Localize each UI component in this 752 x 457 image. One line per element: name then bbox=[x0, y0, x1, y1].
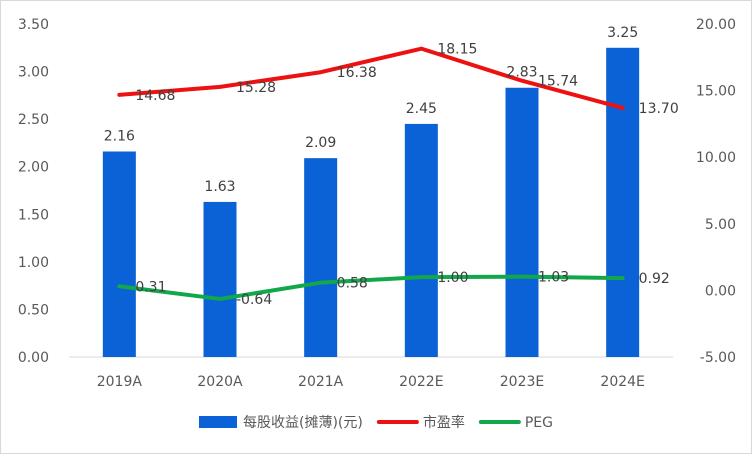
x-tick-label: 2022E bbox=[399, 374, 443, 390]
x-tick-label: 2024E bbox=[600, 374, 644, 390]
bar-data-label: 2.83 bbox=[506, 65, 537, 81]
line-data-label: 1.03 bbox=[538, 270, 569, 286]
y-right-tick-label: 5.00 bbox=[705, 217, 736, 233]
y-right-tick-label: 20.00 bbox=[696, 17, 736, 33]
legend-label: 市盈率 bbox=[423, 414, 465, 431]
y-left-tick-label: 0.00 bbox=[18, 350, 49, 366]
line-data-label: 15.74 bbox=[538, 74, 578, 90]
bar-series bbox=[102, 47, 640, 358]
legend-swatch bbox=[199, 416, 237, 428]
y-right-tick-label: 0.00 bbox=[705, 283, 736, 299]
bar-data-label: 1.63 bbox=[204, 179, 235, 195]
legend-item: 每股收益(摊薄)(元) bbox=[199, 415, 363, 431]
series-line bbox=[117, 274, 625, 301]
legend: 每股收益(摊薄)(元) 市盈率 PEG bbox=[199, 414, 553, 431]
bar bbox=[304, 158, 338, 357]
series-line bbox=[117, 46, 625, 110]
line-data-label: 13.70 bbox=[639, 101, 679, 117]
legend-label: PEG bbox=[525, 415, 553, 431]
bar bbox=[203, 201, 237, 357]
y-left-tick-label: 3.50 bbox=[18, 17, 49, 33]
x-tick-label: 2023E bbox=[500, 374, 544, 390]
bar-data-label: 2.45 bbox=[406, 101, 437, 117]
line-data-label: 0.92 bbox=[639, 271, 670, 287]
y-right-tick-label: 15.00 bbox=[696, 84, 736, 100]
line-data-label: -0.64 bbox=[236, 292, 272, 308]
bar bbox=[606, 47, 640, 358]
bar-data-label: 3.25 bbox=[607, 25, 638, 41]
y-right-tick-label: 10.00 bbox=[696, 150, 736, 166]
bar bbox=[404, 123, 438, 358]
y-left-tick-label: 2.00 bbox=[18, 160, 49, 176]
axes: 0.00 0.50 1.00 1.50 2.00 2.50 3.00 3.50 -5.00 0.0… bbox=[18, 17, 736, 390]
y-left-tick-label: 1.00 bbox=[18, 255, 49, 271]
line-data-label: 18.15 bbox=[437, 42, 477, 58]
x-tick-label: 2019A bbox=[97, 374, 143, 390]
y-left-tick-label: 0.50 bbox=[18, 302, 49, 318]
legend-item: 市盈率 bbox=[376, 414, 465, 431]
y-left-tick-label: 1.50 bbox=[18, 207, 49, 223]
line-data-label: 16.38 bbox=[337, 65, 377, 81]
line-data-label: 0.31 bbox=[135, 279, 166, 295]
legend-item: PEG bbox=[478, 415, 553, 431]
y-left-tick-label: 2.50 bbox=[18, 112, 49, 128]
line-series bbox=[117, 46, 625, 301]
line-data-label: 14.68 bbox=[135, 88, 175, 104]
bar-data-label: 2.16 bbox=[104, 128, 135, 144]
x-tick-label: 2021A bbox=[298, 374, 344, 390]
x-tick-label: 2020A bbox=[197, 374, 243, 390]
line-data-label: 15.28 bbox=[236, 80, 276, 96]
bar bbox=[102, 151, 136, 357]
line-data-label: 0.58 bbox=[337, 276, 368, 292]
bar bbox=[505, 87, 539, 357]
legend-label: 每股收益(摊薄)(元) bbox=[243, 415, 363, 431]
data-labels: 2.16 1.63 2.09 2.45 2.83 3.25 14.68 15.28 16.38 1… bbox=[104, 25, 679, 308]
line-data-label: 1.00 bbox=[437, 270, 468, 286]
bar-data-label: 2.09 bbox=[305, 135, 336, 151]
y-right-tick-label: -5.00 bbox=[700, 350, 736, 366]
y-left-tick-label: 3.00 bbox=[18, 65, 49, 81]
